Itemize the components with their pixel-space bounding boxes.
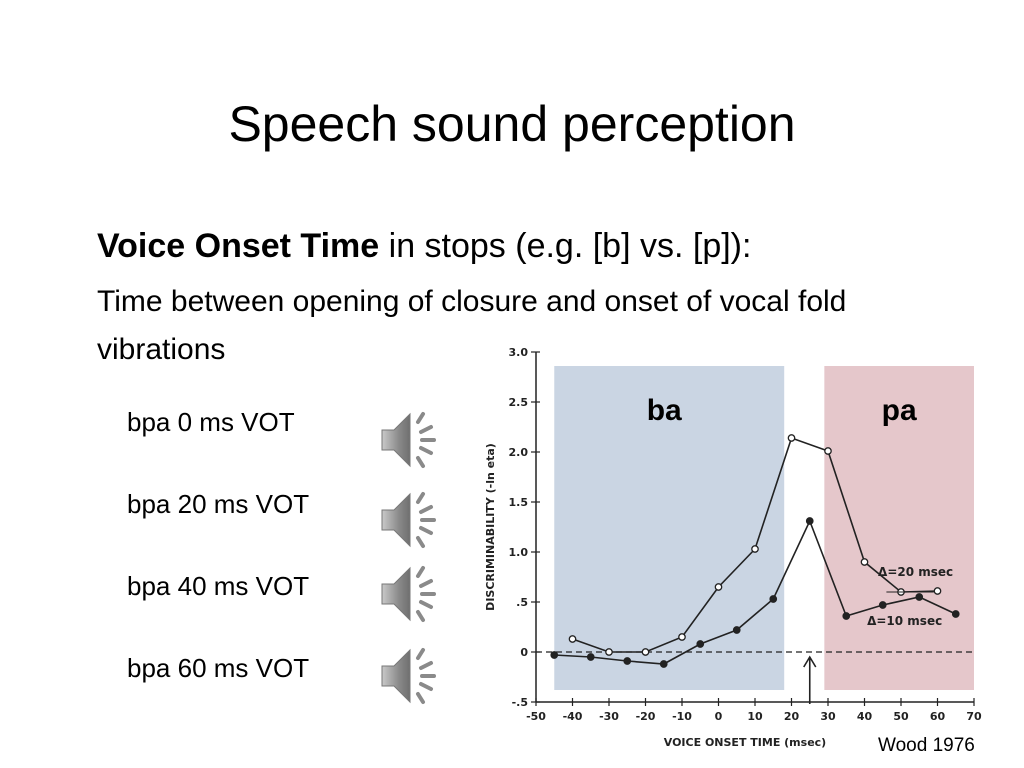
x-tick-label: 50 <box>893 710 909 723</box>
x-tick-label: -40 <box>563 710 583 723</box>
speaker-icon[interactable] <box>376 408 444 472</box>
series-1-point <box>933 587 942 595</box>
series-2-point <box>623 657 632 665</box>
series-2-point <box>915 593 924 601</box>
speaker-icon[interactable] <box>376 488 444 552</box>
y-tick-label: 1.5 <box>509 496 529 509</box>
y-tick-label: 2.0 <box>509 446 529 459</box>
x-tick-label: -20 <box>636 710 656 723</box>
series-line-2 <box>554 518 957 665</box>
series-2-point <box>586 653 595 661</box>
series-1-point <box>714 583 723 591</box>
sound-label-20ms: bpa 20 ms VOT <box>127 489 310 519</box>
series-2-point <box>805 517 814 525</box>
x-tick-label: 30 <box>820 710 836 723</box>
y-tick-label: .5 <box>516 596 528 609</box>
speaker-icon[interactable] <box>376 562 444 626</box>
sound-label-0ms: bpa 0 ms VOT <box>127 407 295 437</box>
y-tick-label: 3.0 <box>509 346 529 359</box>
vot-heading-bold: Voice Onset Time <box>97 227 380 265</box>
sound-label-60ms: bpa 60 ms VOT <box>127 653 310 683</box>
x-axis-label: VOICE ONSET TIME (msec) <box>664 736 826 749</box>
region-label-ba: ba <box>647 394 682 427</box>
x-tick-label: 60 <box>930 710 946 723</box>
x-tick-label: 40 <box>857 710 873 723</box>
series-1-point <box>860 558 869 566</box>
y-tick-label: -.5 <box>512 696 528 709</box>
x-tick-label: 10 <box>747 710 763 723</box>
series-2-point <box>878 601 887 609</box>
y-axis-label: DISCRIMINABILITY (-ln eta) <box>484 443 497 611</box>
series-2-point <box>732 626 741 634</box>
y-tick-label: 0 <box>520 646 528 659</box>
region-label-pa: pa <box>882 394 917 427</box>
sound-label-40ms: bpa 40 ms VOT <box>127 571 310 601</box>
boundary-arrow-head <box>803 655 817 668</box>
series-1-point <box>751 545 759 553</box>
series-2-point <box>696 640 705 648</box>
series-2-point <box>550 651 559 659</box>
vot-description: Time between opening of closure and onse… <box>97 285 847 366</box>
series-1-point <box>605 648 613 656</box>
series-1-point <box>824 447 832 455</box>
x-tick-label: 70 <box>966 710 982 723</box>
x-tick-label: -30 <box>599 710 619 723</box>
x-tick-label: 0 <box>715 710 723 723</box>
series-2-point <box>842 612 851 620</box>
series-2-point <box>769 595 778 603</box>
series-label-1: Δ=20 msec <box>878 565 953 579</box>
series-1-point <box>568 635 577 643</box>
y-tick-label: 1.0 <box>509 546 529 559</box>
citation-caption: Wood 1976 <box>878 735 975 756</box>
region-ba <box>554 366 785 690</box>
series-2-point <box>659 660 668 668</box>
series-label-2: Δ=10 msec <box>867 614 942 628</box>
speaker-icon[interactable] <box>376 644 444 708</box>
series-2-point <box>951 610 960 618</box>
series-1-point <box>678 633 686 641</box>
vot-discriminability-chart: ba pa -.5 0 .5 1.0 1.5 2.0 2.5 3.0 -50 -40 -30 -20 -1… <box>484 346 982 749</box>
x-tick-label: -10 <box>672 710 692 723</box>
x-tick-label: 20 <box>784 710 800 723</box>
vot-heading: Voice Onset Time in stops (e.g. [b] vs. … <box>97 224 751 268</box>
region-pa <box>824 366 974 690</box>
series-1-point <box>787 434 796 442</box>
slide-title: Speech sound perception <box>228 96 796 152</box>
x-tick-label: -50 <box>526 710 546 723</box>
y-tick-label: 2.5 <box>509 396 529 409</box>
series-1-point <box>641 648 650 656</box>
vot-heading-rest: in stops (e.g. [b] vs. [p]): <box>379 227 752 265</box>
